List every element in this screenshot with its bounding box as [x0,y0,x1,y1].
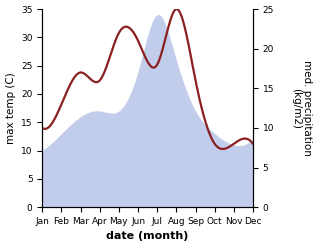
X-axis label: date (month): date (month) [107,231,189,242]
Y-axis label: max temp (C): max temp (C) [5,72,16,144]
Y-axis label: med. precipitation
(kg/m2): med. precipitation (kg/m2) [291,60,313,156]
